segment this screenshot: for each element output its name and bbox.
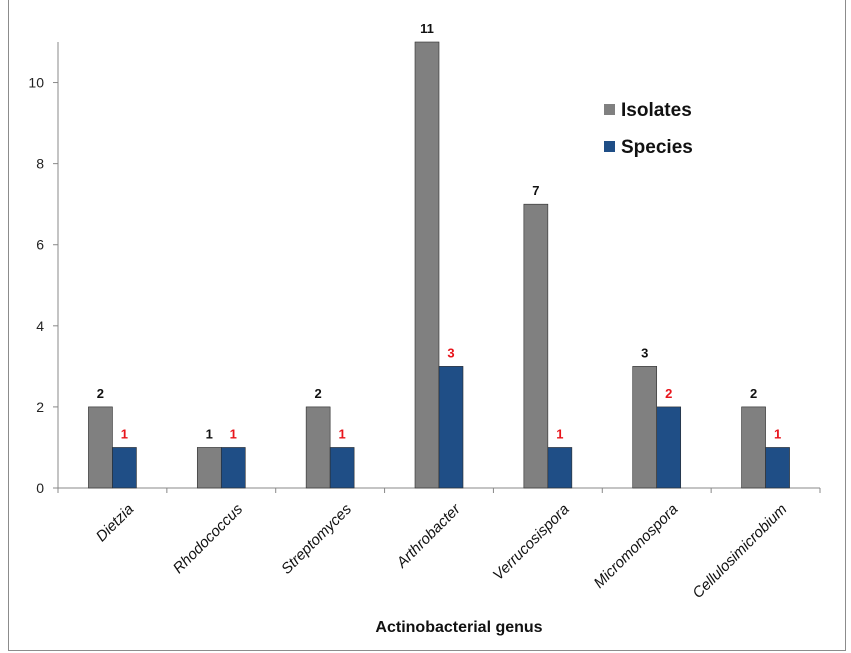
category-label: Arthrobacter bbox=[393, 500, 465, 572]
bar-isolates-arthrobacter bbox=[414, 41, 440, 489]
category-label: Streptomyces bbox=[278, 500, 355, 577]
value-label-isolates: 11 bbox=[420, 21, 434, 36]
bars bbox=[88, 41, 790, 489]
value-label-species: 1 bbox=[774, 426, 781, 441]
bar-species-cellulosimicrobium bbox=[765, 447, 790, 489]
value-label-isolates: 2 bbox=[97, 386, 104, 401]
value-label-species: 1 bbox=[121, 426, 128, 441]
value-label-species: 1 bbox=[556, 426, 563, 441]
bar-species-verrucosispora bbox=[547, 447, 573, 489]
bar-species-streptomyces bbox=[329, 447, 355, 489]
y-tick-label: 0 bbox=[36, 480, 44, 496]
bar-species-micromonospora bbox=[656, 406, 682, 489]
x-axis-ticks bbox=[57, 488, 821, 493]
value-label-isolates: 2 bbox=[750, 386, 757, 401]
y-tick-label: 4 bbox=[36, 318, 44, 334]
legend-label-species: Species bbox=[621, 137, 693, 158]
value-label-species: 1 bbox=[339, 426, 346, 441]
bar-isolates-dietzia bbox=[88, 406, 113, 489]
category-label: Rhodococcus bbox=[170, 500, 247, 577]
bar-isolates-micromonospora bbox=[632, 366, 658, 489]
legend: Isolates Species bbox=[604, 100, 693, 158]
bar-species-arthrobacter bbox=[438, 366, 464, 489]
y-tick-label: 6 bbox=[36, 237, 44, 253]
y-tick-label: 2 bbox=[36, 399, 44, 415]
bar-isolates-cellulosimicrobium bbox=[741, 406, 766, 489]
x-axis-title: Actinobacterial genus bbox=[375, 619, 542, 636]
legend-swatch-isolates bbox=[604, 104, 615, 115]
y-tick-label: 10 bbox=[28, 75, 44, 91]
category-labels: Dietzia Rhodococcus Streptomyces Arthrobact… bbox=[93, 500, 791, 602]
legend-swatch-species bbox=[604, 141, 615, 152]
value-label-isolates: 3 bbox=[641, 345, 648, 360]
y-tick-label: 8 bbox=[36, 156, 44, 172]
category-label: Micromonospora bbox=[591, 501, 682, 592]
value-label-species: 1 bbox=[230, 426, 237, 441]
legend-label-isolates: Isolates bbox=[621, 100, 692, 121]
y-axis-ticks: 0 2 4 6 8 10 bbox=[28, 75, 58, 496]
bar-isolates-streptomyces bbox=[305, 406, 331, 489]
bar-isolates-rhodococcus bbox=[196, 447, 222, 489]
bar-isolates-verrucosispora bbox=[523, 203, 549, 489]
value-label-species: 3 bbox=[447, 345, 454, 360]
category-label: Verrucosispora bbox=[490, 501, 573, 584]
category-label: Dietzia bbox=[93, 501, 137, 545]
bar-species-dietzia bbox=[112, 447, 137, 489]
category-label: Cellulosimicrobium bbox=[689, 501, 790, 602]
value-label-species: 2 bbox=[665, 386, 672, 401]
bar-species-rhodococcus bbox=[220, 447, 246, 489]
value-label-isolates: 7 bbox=[532, 183, 539, 198]
value-label-isolates: 1 bbox=[206, 426, 213, 441]
value-label-isolates: 2 bbox=[315, 386, 322, 401]
